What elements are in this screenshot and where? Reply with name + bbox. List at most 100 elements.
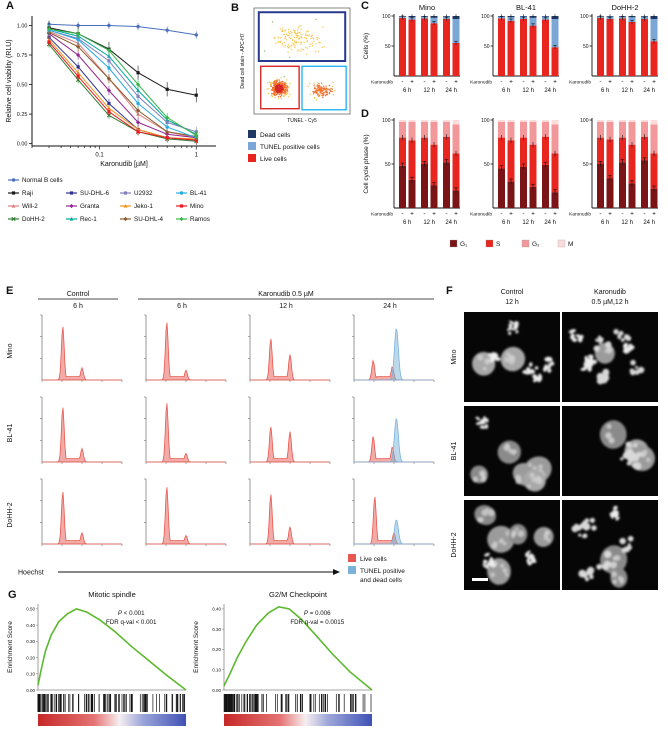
svg-text:-: - — [599, 211, 601, 218]
svg-text:Dead cell stain - APC-H7: Dead cell stain - APC-H7 — [240, 33, 246, 89]
legend-item: Granta — [66, 203, 100, 210]
stacked-bar — [597, 14, 604, 76]
stacked-bar — [430, 120, 438, 208]
legend-item: TUNEL positive cells — [248, 142, 320, 151]
svg-text:Rec-1: Rec-1 — [80, 216, 97, 223]
svg-text:+: + — [509, 211, 513, 218]
stacked-bar — [430, 14, 438, 76]
svg-text:100: 100 — [382, 14, 391, 20]
svg-text:0.40: 0.40 — [26, 623, 35, 628]
svg-text:12 h: 12 h — [522, 220, 534, 226]
stacked-bar — [641, 14, 648, 76]
svg-text:SU-DHL-6: SU-DHL-6 — [80, 190, 110, 197]
panel-e-label: E — [6, 285, 14, 297]
dna-histogram — [144, 314, 227, 382]
stacked-bar — [421, 14, 428, 76]
stacked-bar — [628, 120, 636, 208]
svg-text:Relative cell viability (RLU): Relative cell viability (RLU) — [6, 39, 13, 122]
svg-text:0.50: 0.50 — [26, 607, 35, 612]
svg-text:1.00: 1.00 — [17, 23, 28, 29]
svg-text:-: - — [643, 211, 645, 218]
svg-text:Cell cycle phase (%): Cell cycle phase (%) — [363, 134, 370, 193]
svg-text:-: - — [445, 79, 447, 86]
legend-item: S — [485, 239, 501, 248]
legend-item: DoHH-2 — [8, 216, 45, 223]
micrograph-nuclei — [568, 329, 645, 385]
panel-d-label: D — [361, 108, 369, 120]
svg-text:Karonudib: Karonudib — [470, 212, 492, 218]
stacked-bar — [408, 14, 416, 77]
svg-text:M: M — [568, 241, 573, 248]
stacked-bar — [408, 120, 416, 208]
svg-text:Karonudib [µM]: Karonudib [µM] — [100, 161, 148, 168]
stacked-bar — [452, 14, 460, 76]
svg-text:6 h: 6 h — [601, 220, 609, 226]
svg-text:+: + — [410, 211, 414, 218]
micrograph-nuclei — [571, 505, 634, 588]
dna-histogram — [144, 478, 227, 546]
panel-a-label: A — [6, 0, 14, 12]
svg-text:Mino: Mino — [451, 349, 458, 364]
svg-text:Karonudib 0.5 µM: Karonudib 0.5 µM — [258, 291, 314, 298]
stacked-bar — [606, 120, 614, 208]
svg-text:24 h: 24 h — [643, 88, 655, 94]
stacked-bar — [606, 14, 614, 76]
micrograph-nuclei — [474, 505, 554, 585]
legend-item: Mino — [176, 203, 204, 210]
svg-text:SU-DHL-4: SU-DHL-4 — [134, 216, 164, 223]
panel-c-label: C — [361, 0, 369, 12]
svg-text:Karonudib: Karonudib — [569, 212, 591, 218]
micrograph-nuclei — [472, 320, 555, 383]
svg-text:0.10: 0.10 — [212, 668, 221, 673]
svg-text:Mino: Mino — [7, 343, 14, 358]
legend-item: G₂ — [521, 239, 540, 248]
svg-text:50: 50 — [385, 44, 391, 50]
legend-item: Rec-1 — [66, 216, 97, 223]
svg-text:+: + — [608, 79, 612, 86]
scale-bar — [472, 578, 488, 581]
svg-text:1: 1 — [195, 153, 199, 159]
panel-b-label: B — [231, 2, 239, 14]
svg-text:+: + — [531, 79, 535, 86]
stacked-bar — [542, 120, 549, 208]
stacked-bar — [507, 14, 515, 76]
svg-text:0.20: 0.20 — [212, 647, 221, 652]
dna-histogram — [352, 478, 435, 546]
svg-text:+: + — [454, 211, 458, 218]
svg-text:Karonudib: Karonudib — [594, 289, 626, 296]
live-gate — [260, 65, 300, 110]
stacked-bar — [520, 120, 527, 208]
svg-text:-: - — [401, 211, 403, 218]
micrograph-grid: Control 12 h Karonudib 0.5 µM,12 h Mino BL-41… — [451, 289, 658, 590]
svg-text:Karonudib: Karonudib — [569, 80, 591, 86]
svg-text:+: + — [509, 79, 513, 86]
svg-text:+: + — [652, 79, 656, 86]
svg-text:P < 0.001: P < 0.001 — [118, 610, 145, 617]
legend-item: M — [557, 239, 573, 248]
dna-histogram — [40, 314, 123, 382]
svg-text:100: 100 — [481, 118, 490, 124]
stacked-bar — [520, 14, 527, 76]
svg-text:DoHH-2: DoHH-2 — [22, 216, 45, 223]
svg-text:TUNEL - Cy5: TUNEL - Cy5 — [287, 118, 317, 124]
dna-histogram — [248, 396, 331, 464]
svg-text:U2932: U2932 — [134, 190, 153, 197]
stacked-bar — [551, 14, 559, 76]
svg-text:-: - — [500, 211, 502, 218]
svg-text:+: + — [553, 79, 557, 86]
svg-text:6 h: 6 h — [403, 88, 411, 94]
dose-response-chart: 1.00 0.75 0.50 0.25 0.00 0.1 1 Karonudib [µM] Re… — [6, 16, 216, 223]
svg-text:24 h: 24 h — [383, 303, 397, 310]
stacked-bar — [399, 120, 406, 208]
svg-text:12 h: 12 h — [423, 88, 435, 94]
stacked-bar — [650, 14, 658, 76]
svg-text:Cells (%): Cells (%) — [363, 33, 370, 59]
svg-text:+: + — [630, 79, 634, 86]
svg-text:24 h: 24 h — [445, 220, 457, 226]
svg-text:Karonudib: Karonudib — [371, 80, 393, 86]
stacked-bar — [641, 120, 648, 208]
svg-text:0.00: 0.00 — [17, 142, 28, 148]
svg-text:50: 50 — [484, 44, 490, 50]
legend-item: Live cells — [248, 154, 287, 163]
